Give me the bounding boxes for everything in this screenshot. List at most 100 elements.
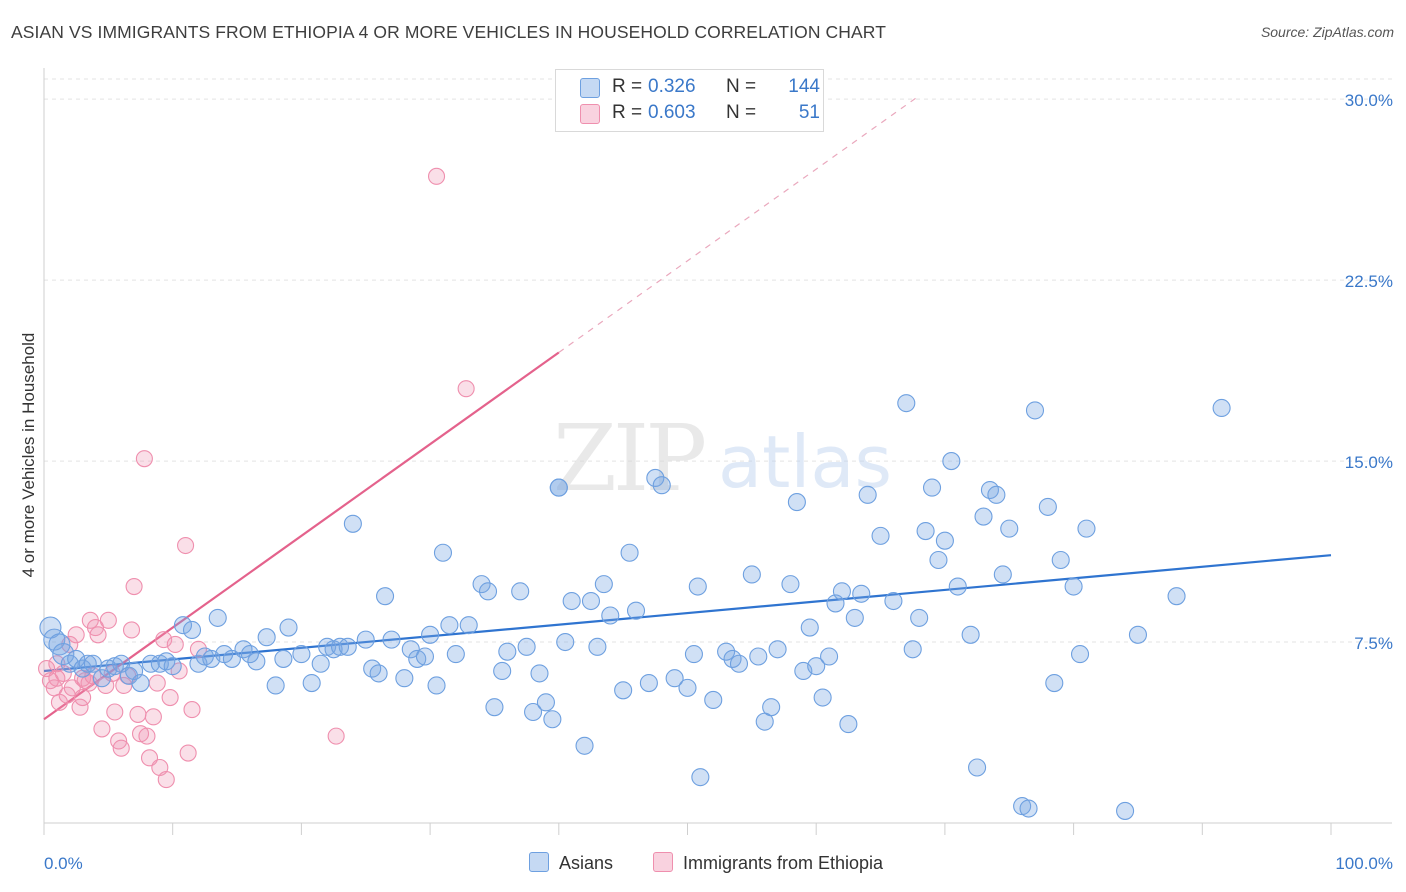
- asian-point: [922, 478, 942, 497]
- asian-point: [427, 676, 446, 695]
- asian-point: [717, 642, 736, 661]
- asian-point: [916, 521, 935, 541]
- n-label: N =: [726, 76, 757, 97]
- ethiopia-point: [54, 664, 72, 682]
- asian-point: [968, 758, 987, 777]
- asian-point: [274, 649, 293, 668]
- asian-point: [1045, 674, 1064, 693]
- asian-point: [639, 674, 658, 693]
- y-tick-label: 30.0%: [1345, 91, 1393, 110]
- asian-point: [787, 493, 806, 512]
- legend-swatch-asians: [580, 78, 600, 98]
- asian-point: [67, 649, 86, 668]
- asian-point: [961, 625, 980, 644]
- ethiopia-point: [48, 655, 66, 673]
- asian-point: [369, 664, 388, 683]
- asian-point: [993, 565, 1012, 584]
- ethiopia-point: [125, 577, 143, 596]
- chart-title: ASIAN VS IMMIGRANTS FROM ETHIOPIA 4 OR M…: [11, 22, 887, 42]
- asian-point: [401, 640, 420, 659]
- ethiopia-point: [71, 698, 89, 716]
- ethiopia-point: [189, 640, 207, 658]
- asian-point: [556, 632, 575, 652]
- asian-point: [517, 637, 536, 656]
- ethiopia-point: [129, 705, 147, 723]
- ethiopia-trend-line: [43, 351, 560, 721]
- asian-point: [266, 676, 285, 695]
- asian-point: [594, 575, 613, 594]
- asian-point: [884, 591, 903, 611]
- asian-point: [119, 666, 138, 685]
- legend-swatch-asians: [529, 852, 549, 872]
- ethiopia-point: [183, 701, 201, 719]
- ethiopia-point: [93, 720, 111, 738]
- y-tick-label: 22.5%: [1345, 272, 1393, 291]
- asian-point: [601, 606, 620, 625]
- ethiopia-point: [138, 727, 156, 745]
- x-tick-label: 100.0%: [1335, 854, 1393, 873]
- asian-point: [646, 468, 665, 488]
- asian-point: [684, 645, 703, 664]
- ethiopia-point: [144, 708, 162, 726]
- ethiopia-points: [38, 167, 475, 789]
- asian-point: [524, 702, 543, 722]
- asian-point: [620, 543, 639, 562]
- asian-point: [493, 661, 512, 681]
- asian-point: [1000, 519, 1019, 538]
- asian-point: [1064, 577, 1083, 596]
- asian-point: [536, 693, 555, 712]
- asian-point: [1128, 625, 1147, 644]
- ethiopia-point: [457, 380, 475, 398]
- asian-point: [871, 526, 890, 545]
- asian-point: [131, 674, 150, 693]
- asian-point: [78, 654, 97, 673]
- watermark: ZIP atlas: [553, 405, 892, 512]
- legend-swatch-ethiopia: [580, 104, 600, 124]
- asian-point: [182, 620, 202, 640]
- r-label: R =: [612, 76, 643, 97]
- asian-point: [292, 645, 311, 664]
- asian-point: [421, 625, 440, 644]
- asian-points: [39, 394, 1231, 820]
- asian-point: [974, 507, 993, 526]
- asian-point: [433, 543, 453, 562]
- asian-point: [678, 678, 697, 697]
- asian-point: [485, 698, 504, 717]
- asian-point: [852, 584, 871, 603]
- asian-point: [948, 577, 967, 596]
- asian-point: [446, 645, 465, 664]
- ethiopia-point: [135, 450, 153, 468]
- bottom-legend-asians: Asians: [529, 852, 613, 874]
- asian-point: [704, 690, 723, 709]
- asian-point: [459, 616, 478, 635]
- r-value: 0.326: [648, 76, 696, 97]
- asian-point: [807, 657, 826, 676]
- asian-point: [903, 640, 922, 659]
- x-tick-label: 0.0%: [44, 854, 83, 873]
- n-label: N =: [726, 102, 757, 123]
- asian-point: [762, 698, 781, 717]
- asian-point: [338, 637, 357, 656]
- legend-swatch-ethiopia: [653, 852, 673, 872]
- asian-point: [897, 394, 916, 413]
- asian-point: [302, 674, 321, 693]
- source-label: Source: ZipAtlas.com: [1260, 24, 1394, 40]
- asian-point: [549, 478, 568, 497]
- asian-point: [626, 601, 646, 620]
- asian-point: [1077, 519, 1096, 538]
- asian-point: [163, 657, 182, 676]
- asian-point: [498, 642, 517, 661]
- asian-point: [311, 654, 330, 673]
- asian-point: [729, 654, 749, 673]
- asian-point: [382, 630, 401, 649]
- asian-point: [820, 647, 839, 666]
- asian-point: [588, 637, 607, 656]
- legend-label-asians: Asians: [559, 853, 614, 873]
- n-value: 144: [788, 76, 820, 97]
- asian-point: [395, 669, 414, 688]
- ethiopia-point: [327, 727, 345, 745]
- asian-point: [173, 616, 193, 635]
- asian-point: [279, 618, 298, 637]
- asian-point: [440, 616, 459, 635]
- r-label: R =: [612, 102, 643, 123]
